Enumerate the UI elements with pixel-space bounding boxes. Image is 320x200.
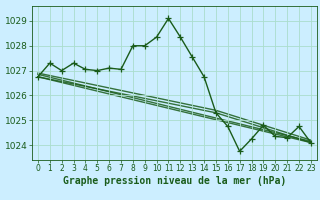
X-axis label: Graphe pression niveau de la mer (hPa): Graphe pression niveau de la mer (hPa) (63, 176, 286, 186)
